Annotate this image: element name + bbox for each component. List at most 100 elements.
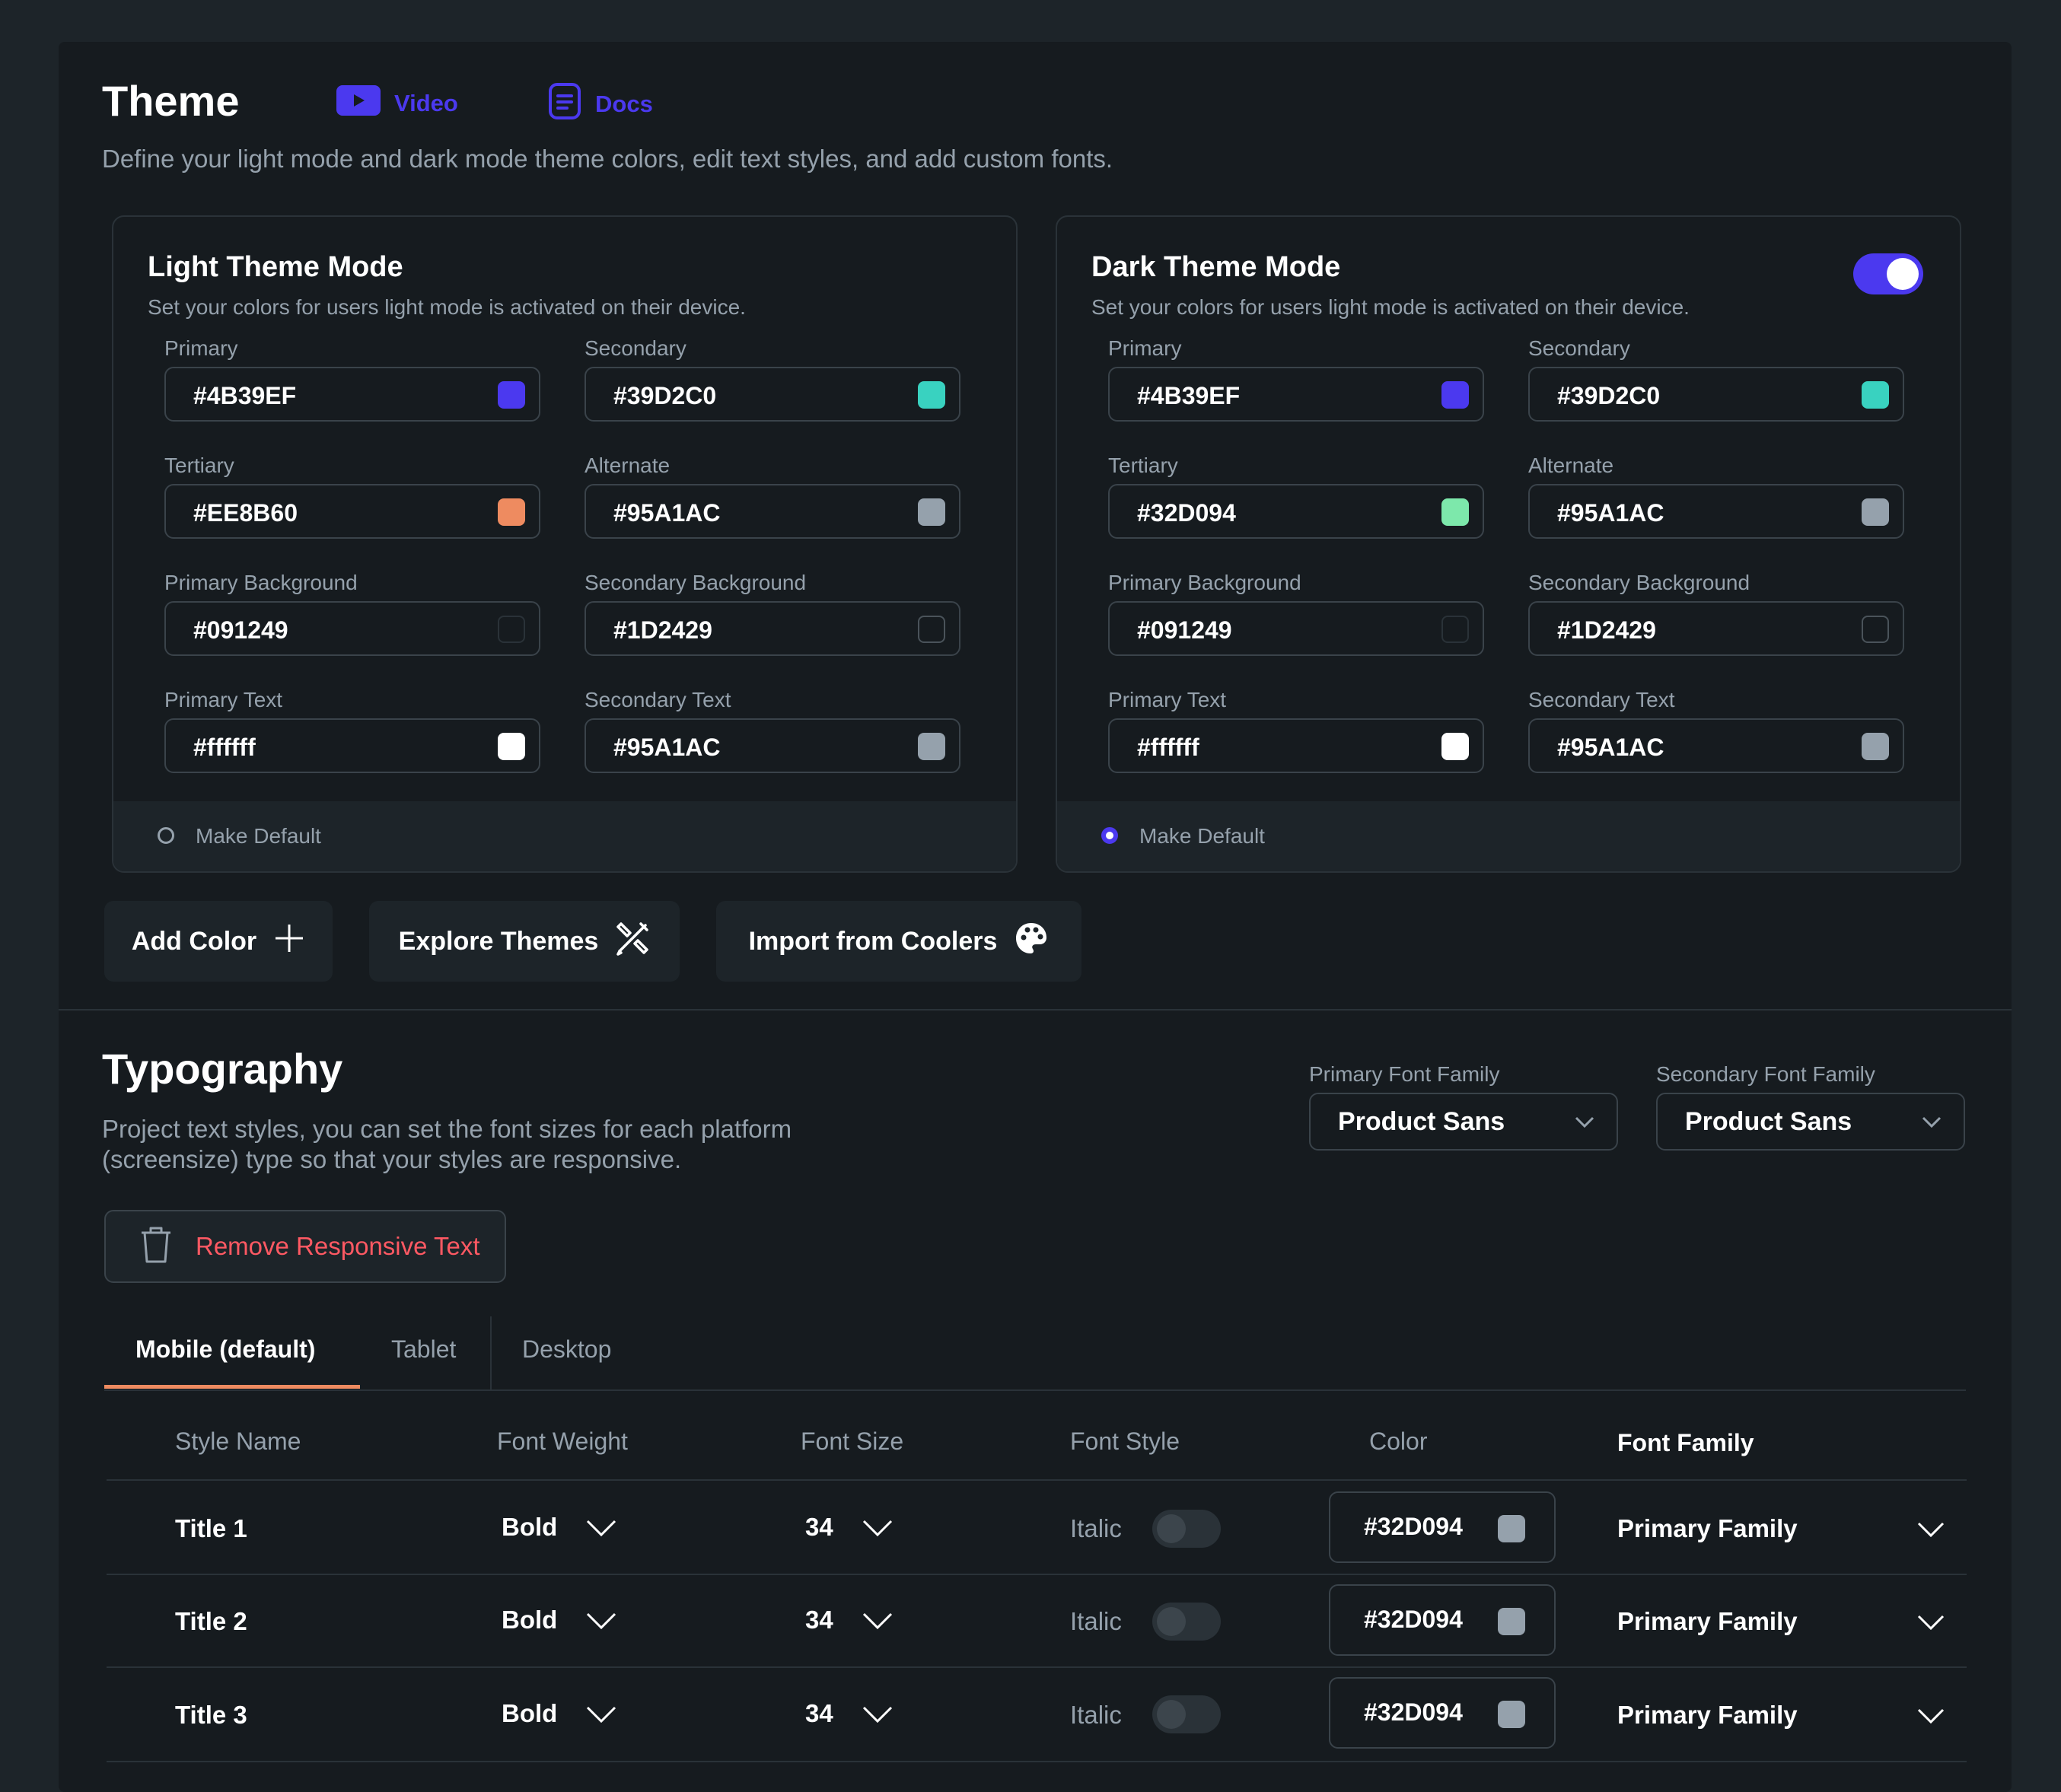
light-alternate-field[interactable]: #95A1AC (585, 484, 960, 539)
dark-primary-field[interactable]: #4B39EF (1108, 367, 1484, 422)
font-style-label: Italic (1070, 1514, 1122, 1542)
color-swatch[interactable] (1862, 381, 1889, 409)
color-field[interactable]: #32D094 (1329, 1584, 1556, 1656)
toggle-knob (1157, 1514, 1186, 1543)
tab-mobile[interactable]: Mobile (default) (135, 1335, 316, 1363)
italic-toggle[interactable] (1152, 1510, 1221, 1548)
color-swatch[interactable] (1441, 733, 1469, 760)
field-value: #95A1AC (1557, 499, 1664, 527)
active-tab-indicator (104, 1385, 360, 1389)
color-swatch[interactable] (498, 733, 525, 760)
font-weight-value: Bold (502, 1699, 558, 1727)
font-size-value: 34 (805, 1513, 833, 1541)
remove-responsive-text-button[interactable]: Remove Responsive Text (104, 1210, 506, 1283)
light-secondary-text-field[interactable]: #95A1AC (585, 718, 960, 773)
color-swatch[interactable] (1498, 1701, 1525, 1728)
dark-mode-toggle[interactable] (1853, 253, 1923, 294)
make-default-radio[interactable] (158, 827, 174, 844)
make-default-radio[interactable] (1101, 827, 1118, 844)
color-swatch[interactable] (498, 498, 525, 526)
light-secondary-field[interactable]: #39D2C0 (585, 367, 960, 422)
color-swatch[interactable] (1498, 1608, 1525, 1635)
field-label: Primary (1108, 336, 1182, 360)
dark-theme-title: Dark Theme Mode (1091, 251, 1341, 283)
docs-link[interactable]: Docs (548, 82, 653, 126)
typography-description-line-2: (screensize) type so that your styles ar… (102, 1145, 682, 1173)
font-size-select[interactable]: 34 (805, 1699, 893, 1728)
make-default-label[interactable]: Make Default (196, 824, 321, 848)
video-link[interactable]: Video (336, 85, 458, 122)
video-icon (336, 85, 381, 122)
dark-secondary-text-field[interactable]: #95A1AC (1528, 718, 1904, 773)
light-theme-subtitle: Set your colors for users light mode is … (148, 295, 746, 319)
secondary-font-select[interactable]: Product Sans (1656, 1093, 1965, 1151)
color-field[interactable]: #32D094 (1329, 1677, 1556, 1749)
field-value: #091249 (1137, 616, 1232, 644)
font-size-select[interactable]: 34 (805, 1606, 893, 1634)
font-weight-value: Bold (502, 1513, 558, 1541)
field-value: #EE8B60 (193, 499, 298, 527)
font-weight-select[interactable]: Bold (502, 1699, 616, 1728)
chevron-down-icon (862, 1520, 892, 1537)
field-value: #39D2C0 (1557, 382, 1661, 409)
tab-tablet[interactable]: Tablet (391, 1335, 457, 1363)
font-family-select[interactable]: Primary Family (1617, 1701, 1945, 1730)
color-swatch[interactable] (1441, 498, 1469, 526)
light-primary-field[interactable]: #4B39EF (164, 367, 540, 422)
color-swatch[interactable] (1498, 1515, 1525, 1542)
color-swatch[interactable] (918, 381, 945, 409)
field-value: #1D2429 (613, 616, 712, 644)
color-swatch[interactable] (918, 733, 945, 760)
row-divider (107, 1574, 1967, 1575)
font-style-label: Italic (1070, 1701, 1122, 1729)
light-tertiary-field[interactable]: #EE8B60 (164, 484, 540, 539)
dark-secondary-background-field[interactable]: #1D2429 (1528, 601, 1904, 656)
import-coolers-button[interactable]: Import from Coolers (716, 901, 1081, 982)
dark-secondary-field[interactable]: #39D2C0 (1528, 367, 1904, 422)
style-name: Title 1 (175, 1514, 247, 1542)
font-family-select[interactable]: Primary Family (1617, 1514, 1945, 1543)
color-swatch[interactable] (918, 616, 945, 643)
add-color-button[interactable]: Add Color (104, 901, 333, 982)
dark-theme-subtitle: Set your colors for users light mode is … (1091, 295, 1690, 319)
light-secondary-background-field[interactable]: #1D2429 (585, 601, 960, 656)
color-swatch[interactable] (1862, 616, 1889, 643)
style-name: Title 2 (175, 1607, 247, 1635)
theme-title: Theme (102, 77, 240, 125)
italic-toggle[interactable] (1152, 1603, 1221, 1641)
column-header-color: Color (1369, 1428, 1428, 1455)
dark-primary-text-field[interactable]: #ffffff (1108, 718, 1484, 773)
explore-themes-button[interactable]: Explore Themes (369, 901, 680, 982)
dark-primary-background-field[interactable]: #091249 (1108, 601, 1484, 656)
font-family-select[interactable]: Primary Family (1617, 1607, 1945, 1636)
light-primary-text-field[interactable]: #ffffff (164, 718, 540, 773)
light-theme-card: Light Theme Mode Set your colors for use… (112, 215, 1018, 873)
chevron-down-icon (1572, 1109, 1597, 1138)
column-header-font-size: Font Size (801, 1428, 904, 1455)
color-swatch[interactable] (1441, 381, 1469, 409)
dark-alternate-field[interactable]: #95A1AC (1528, 484, 1904, 539)
field-label: Alternate (585, 454, 671, 477)
color-swatch[interactable] (918, 498, 945, 526)
color-swatch[interactable] (1862, 498, 1889, 526)
font-size-select[interactable]: 34 (805, 1513, 893, 1542)
font-size-value: 34 (805, 1606, 833, 1634)
font-weight-select[interactable]: Bold (502, 1606, 616, 1634)
light-primary-background-field[interactable]: #091249 (164, 601, 540, 656)
style-name: Title 3 (175, 1701, 247, 1729)
color-field[interactable]: #32D094 (1329, 1491, 1556, 1563)
add-color-label: Add Color (131, 926, 257, 956)
color-swatch[interactable] (498, 381, 525, 409)
font-weight-select[interactable]: Bold (502, 1513, 616, 1542)
remove-responsive-label: Remove Responsive Text (196, 1232, 480, 1260)
section-divider (59, 1009, 2012, 1011)
make-default-label[interactable]: Make Default (1139, 824, 1265, 848)
color-swatch[interactable] (498, 616, 525, 643)
color-swatch[interactable] (1441, 616, 1469, 643)
italic-toggle[interactable] (1152, 1695, 1221, 1733)
primary-font-select[interactable]: Product Sans (1309, 1093, 1618, 1151)
dark-tertiary-field[interactable]: #32D094 (1108, 484, 1484, 539)
color-swatch[interactable] (1862, 733, 1889, 760)
tab-desktop[interactable]: Desktop (522, 1335, 612, 1363)
docs-label: Docs (595, 91, 653, 117)
